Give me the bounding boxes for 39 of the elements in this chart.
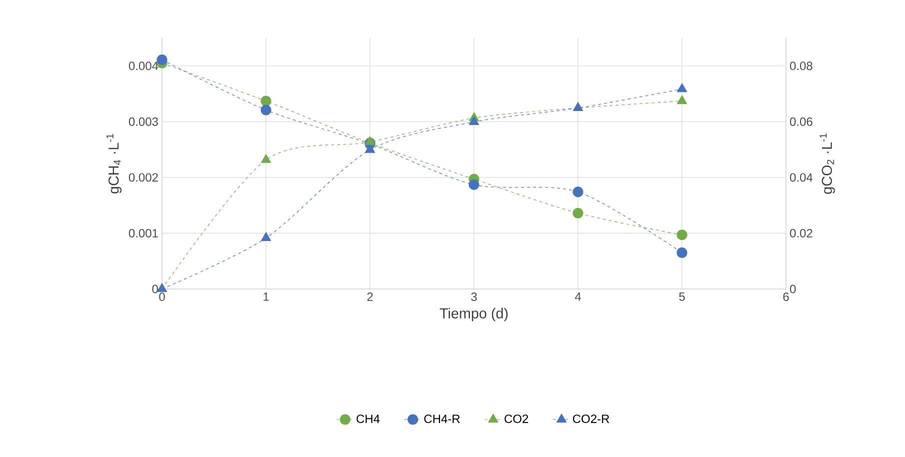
legend-label: CO2 — [504, 414, 528, 424]
point — [156, 54, 168, 66]
point — [260, 154, 272, 163]
legend-label: CO2-R — [572, 414, 610, 424]
x-tick-label: 6 — [783, 292, 789, 302]
x-axis-title: Tiempo (d) — [440, 308, 508, 322]
y2-tick-label: 0.04 — [790, 173, 813, 182]
x-tick-label: 1 — [264, 292, 269, 301]
point — [468, 116, 480, 125]
legend-label: CH4 — [356, 414, 380, 424]
x-tick-label: 3 — [471, 292, 477, 302]
y2-tick-label: 0.06 — [790, 117, 812, 126]
point — [364, 144, 376, 153]
y2-axis-title: gCO$_{2}$ ·L$^{-1}$ — [820, 134, 835, 194]
y2-tick-label: 0.08 — [790, 62, 812, 70]
point — [676, 247, 688, 258]
y-tick-label: 0.003 — [128, 117, 158, 126]
y-tick-label: 0.001 — [128, 228, 158, 238]
point — [676, 83, 688, 92]
point — [364, 136, 376, 146]
point — [676, 230, 688, 240]
point — [260, 232, 272, 242]
legend-label: CH4-R — [424, 414, 460, 424]
point — [572, 208, 584, 218]
point — [572, 186, 584, 198]
x-tick-label: 2 — [367, 292, 373, 301]
y2-tick-label: 0 — [790, 284, 796, 294]
y-tick-label: 0.002 — [128, 173, 158, 182]
y2-tick-label: 0.02 — [790, 228, 812, 238]
y-tick-label: 0.004 — [128, 62, 158, 70]
x-tick-label: 0 — [159, 292, 165, 302]
y-axis-title: gCH$_{4}$ ·L$^{-1}$ — [106, 134, 122, 194]
point — [676, 95, 688, 104]
point — [468, 179, 480, 190]
x-tick-label: 4 — [574, 292, 581, 301]
x-tick-label: 5 — [679, 292, 685, 301]
point — [260, 104, 272, 116]
point — [260, 96, 272, 106]
y-tick-label: 0 — [152, 284, 158, 294]
